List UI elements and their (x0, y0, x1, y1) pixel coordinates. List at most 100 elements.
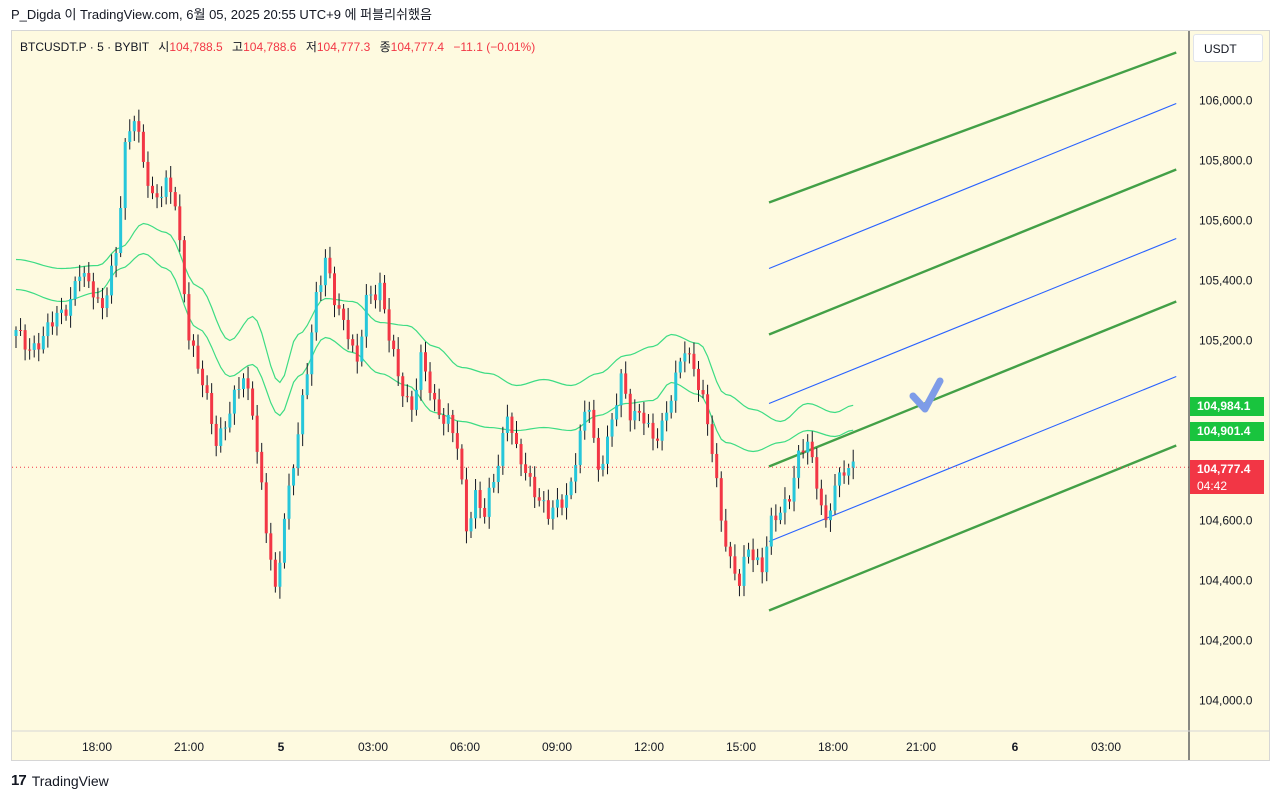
close-value: 104,777.4 (390, 40, 445, 54)
publication-text: P_Digda 이 TradingView.com, 6월 05, 2025 2… (11, 7, 432, 22)
footer-brand-text: TradingView (31, 773, 109, 789)
candle-body (578, 430, 582, 465)
low-label: 저 (305, 40, 317, 54)
candle-body (282, 518, 286, 563)
candle-body (91, 281, 95, 298)
high-label: 고 (232, 40, 244, 54)
candle-body (60, 309, 63, 313)
candle-body (410, 396, 414, 410)
time-axis-label: 21:00 (906, 740, 936, 754)
candle-body (788, 499, 791, 502)
candle-body (32, 343, 36, 350)
candle-body (801, 450, 805, 453)
candle-body (105, 295, 109, 309)
candle-body (428, 371, 432, 393)
candle-body (510, 416, 514, 433)
candle-body (82, 273, 86, 277)
channel-blue-line[interactable] (768, 102, 1177, 270)
candle-body (401, 376, 405, 397)
candle-body (360, 336, 364, 362)
candle-body (833, 485, 837, 511)
candle-body (687, 353, 691, 355)
channel-green-line[interactable] (768, 444, 1177, 612)
candle-body (128, 131, 132, 142)
candle-body (55, 312, 59, 327)
checkmark-icon[interactable] (909, 377, 944, 413)
candle-body (610, 419, 614, 437)
candle-body (396, 349, 400, 377)
last-price-value: 104,777.4 (1197, 462, 1251, 476)
candle-body (305, 374, 309, 396)
price-axis-label: 106,000.0 (1199, 94, 1253, 108)
candle-body (301, 395, 305, 435)
candle-body (151, 185, 154, 194)
time-axis-label: 09:00 (542, 740, 572, 754)
candle-body (114, 253, 118, 266)
candle-body (810, 441, 814, 458)
candle-body (87, 273, 91, 282)
candle-body (624, 373, 628, 394)
time-axis-label: 18:00 (82, 740, 112, 754)
candle-body (41, 336, 45, 350)
candle-body (246, 378, 250, 389)
candle-body (724, 520, 728, 547)
channel-blue-line[interactable] (768, 375, 1177, 543)
candle-body (524, 464, 528, 474)
candle-body (815, 457, 819, 489)
open-value: 104,788.5 (169, 40, 223, 54)
candle-body (669, 400, 673, 413)
footer-brand[interactable]: 17 TradingView (11, 771, 109, 791)
symbol-name[interactable]: BTCUSDT.P · 5 · BYBIT (20, 40, 149, 54)
candle-body (692, 353, 696, 369)
candle-body (155, 193, 159, 198)
candle-body (824, 505, 828, 521)
candle-body (251, 388, 255, 416)
candle-body (296, 434, 300, 469)
price-axis-label: 104,400.0 (1199, 574, 1253, 588)
candle-body (337, 305, 341, 309)
candle-body (519, 444, 523, 465)
candle-body (255, 415, 259, 452)
candle-body (278, 562, 282, 587)
candle-body (164, 177, 168, 197)
candle-body (69, 299, 73, 316)
channel-blue-line[interactable] (768, 237, 1177, 405)
candle-body (123, 141, 127, 209)
price-axis-label: 105,800.0 (1199, 154, 1253, 168)
candle-body (665, 412, 669, 421)
chart-frame[interactable] (11, 30, 1270, 761)
candle-body (551, 507, 555, 519)
candle-body (633, 410, 637, 421)
candle-body (355, 345, 359, 362)
close-label: 종 (379, 40, 391, 54)
candle-body (14, 330, 18, 336)
candle-body (323, 257, 327, 286)
candle-body (828, 510, 832, 521)
candle-body (264, 482, 268, 534)
channel-green-line[interactable] (768, 168, 1177, 336)
channel-green-line[interactable] (768, 51, 1177, 204)
candle-body (182, 240, 186, 295)
candle-body (119, 208, 123, 254)
candle-body (792, 477, 796, 502)
upper-band-line (15, 222, 854, 423)
currency-button[interactable]: USDT (1193, 34, 1263, 62)
candle-body (178, 206, 182, 241)
candle-body (260, 451, 264, 483)
candle-body (797, 450, 801, 478)
candle-body (487, 487, 491, 517)
candle-body (587, 409, 591, 412)
upper-band-price-tag: 104,984.1 (1190, 397, 1264, 416)
candle-body (228, 413, 232, 428)
bar-countdown: 04:42 (1197, 479, 1228, 493)
candle-body (424, 352, 427, 372)
candle-body (701, 390, 705, 395)
candle-body (760, 557, 764, 573)
channel-green-line[interactable] (768, 300, 1177, 468)
candle-body (310, 332, 314, 375)
symbol-legend[interactable]: BTCUSDT.P · 5 · BYBIT 시104,788.5 고104,78… (20, 39, 535, 55)
price-axis-label: 104,000.0 (1199, 694, 1253, 708)
candle-body (419, 352, 423, 390)
price-axis-label: 104,600.0 (1199, 514, 1253, 528)
